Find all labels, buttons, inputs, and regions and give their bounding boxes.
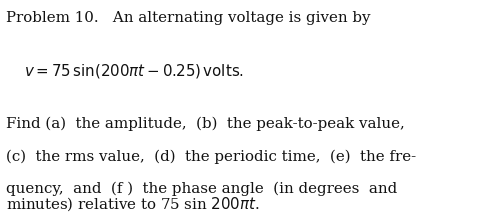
Text: Problem 10.   An alternating voltage is given by: Problem 10. An alternating voltage is gi… bbox=[6, 11, 371, 25]
Text: (c)  the rms value,  (d)  the periodic time,  (e)  the fre-: (c) the rms value, (d) the periodic time… bbox=[6, 150, 416, 164]
Text: Find (a)  the amplitude,  (b)  the peak-to-peak value,: Find (a) the amplitude, (b) the peak-to-… bbox=[6, 117, 405, 131]
Text: quency,  and  (f )  the phase angle  (in degrees  and: quency, and (f ) the phase angle (in deg… bbox=[6, 181, 397, 196]
Text: $v = 75\,\sin(200\pi t - 0.25)\,\mathrm{volts.}$: $v = 75\,\sin(200\pi t - 0.25)\,\mathrm{… bbox=[24, 62, 244, 80]
Text: minutes) relative to 75 sin $200\pi t$.: minutes) relative to 75 sin $200\pi t$. bbox=[6, 195, 260, 213]
